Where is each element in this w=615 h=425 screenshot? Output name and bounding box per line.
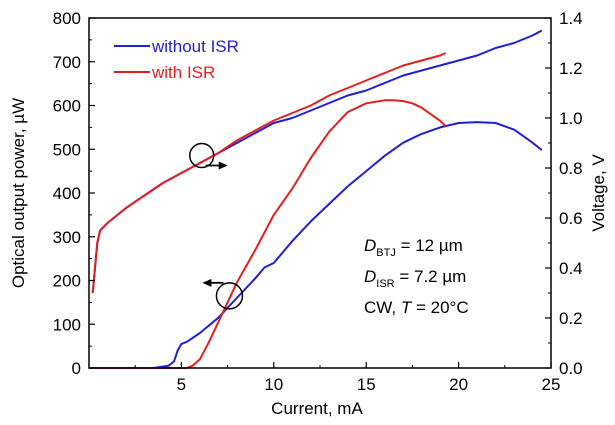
annotation-cw-temperature: CW, T = 20°C xyxy=(364,298,469,317)
series-line-without-isr-power xyxy=(89,121,543,369)
legend-label-with-isr: with ISR xyxy=(151,63,215,82)
y-right-tick-label: 1.0 xyxy=(559,109,583,128)
y-left-tick-label: 600 xyxy=(53,97,81,116)
x-tick-label: 20 xyxy=(449,375,468,394)
x-tick-label: 5 xyxy=(177,375,186,394)
y-left-tick-label: 0 xyxy=(72,359,81,378)
series-line-with-isr-voltage xyxy=(91,52,447,294)
y-right-tick-label: 0.2 xyxy=(559,309,583,328)
axis-indicator-circle xyxy=(215,282,244,310)
y-right-tick-label: 0.0 xyxy=(559,359,583,378)
y-left-tick-label: 700 xyxy=(53,53,81,72)
series-line-with-isr-power xyxy=(89,99,447,369)
axes: 5 10 15 20 25 0 100 200 300 400 500 600 700 800 0.0 0.2… xyxy=(53,9,583,394)
legend-label-without-isr: without ISR xyxy=(151,37,239,56)
y-right-tick-label: 1.4 xyxy=(559,9,583,28)
y-right-tick-label: 0.8 xyxy=(559,159,583,178)
x-tick-label: 25 xyxy=(542,375,561,394)
y-right-tick-label: 1.2 xyxy=(559,59,583,78)
annotation-disr: DISR = 7.2 µm xyxy=(364,267,466,290)
series-layer xyxy=(89,29,543,369)
axis-indicator-circle xyxy=(188,142,215,169)
y-axis-left-title: Optical output power, µW xyxy=(9,98,28,288)
y-axis-right-title: Voltage, V xyxy=(589,154,608,232)
y-left-tick-label: 200 xyxy=(53,272,81,291)
axis-indicator-arrow-head xyxy=(202,278,212,287)
x-axis-title: Current, mA xyxy=(271,399,363,418)
y-left-tick-label: 100 xyxy=(53,315,81,334)
annotation-dbtj: DBTJ = 12 µm xyxy=(364,236,463,259)
axis-indicator-arrow-head xyxy=(218,161,228,170)
parameters-annotation: DBTJ = 12 µm DISR = 7.2 µm CW, T = 20°C xyxy=(364,236,469,317)
y-right-tick-label: 0.6 xyxy=(559,209,583,228)
y-right-tick-label: 0.4 xyxy=(559,259,583,278)
y-left-tick-label: 500 xyxy=(53,140,81,159)
x-tick-label: 15 xyxy=(357,375,376,394)
y-left-tick-label: 300 xyxy=(53,228,81,247)
legend: without ISR with ISR xyxy=(114,37,239,82)
x-tick-label: 10 xyxy=(264,375,283,394)
y-left-tick-label: 400 xyxy=(53,184,81,203)
marker-layer xyxy=(188,142,244,310)
y-left-tick-label: 800 xyxy=(53,9,81,28)
